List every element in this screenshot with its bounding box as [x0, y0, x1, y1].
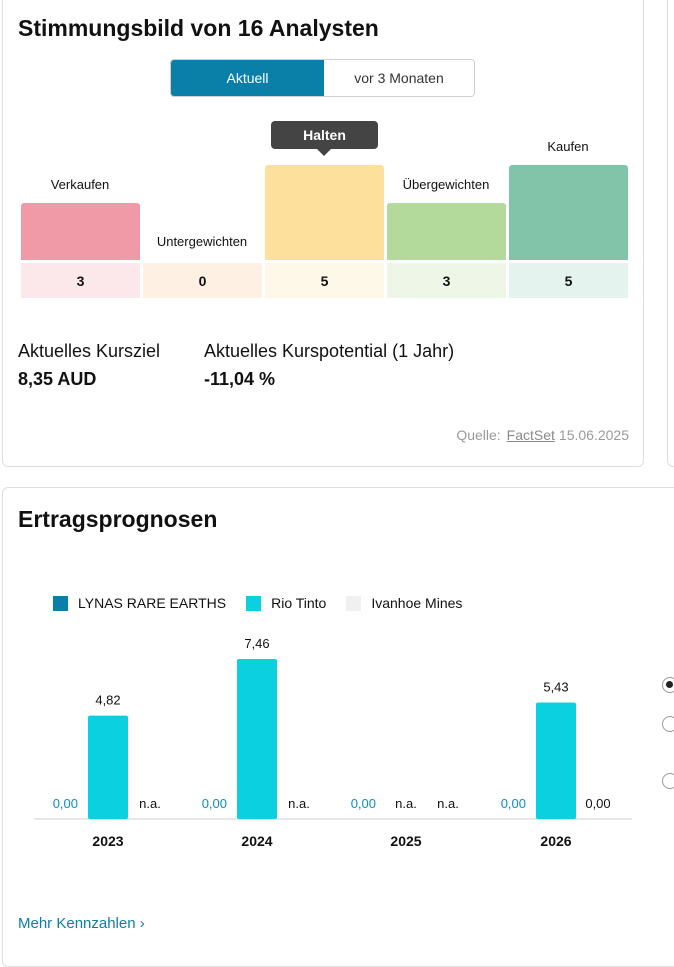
earnings-bar-chart: 0,00 4,82 n.a. 2023 0,00 7,46 n.a. 2024 0,00 n.a.… — [34, 636, 632, 849]
bar-value-label: n.a. — [139, 796, 161, 811]
category-count-kaufen: 5 — [509, 263, 628, 298]
bar-value-label: 7,46 — [244, 636, 269, 651]
legend-item-lynas[interactable]: LYNAS RARE EARTHS — [53, 595, 226, 611]
kursziel-value: 8,35 AUD — [18, 369, 97, 389]
more-metrics-link[interactable]: Mehr Kennzahlen › — [18, 915, 145, 932]
legend-swatch-rio-tinto — [246, 595, 262, 611]
radio-option-2[interactable] — [662, 716, 674, 732]
legend-label-lynas: LYNAS RARE EARTHS — [78, 595, 227, 611]
tab-aktuell[interactable]: Aktuell — [171, 60, 324, 96]
factset-link[interactable]: FactSet — [506, 427, 555, 443]
x-tick-label: 2026 — [540, 833, 571, 849]
kurspotential-value: -11,04 % — [204, 369, 276, 389]
x-tick-label: 2023 — [92, 833, 123, 849]
bar-value-label: n.a. — [437, 796, 459, 811]
category-count-untergewichten: 0 — [143, 263, 262, 298]
category-label-verkaufen: Verkaufen — [50, 177, 110, 192]
adjacent-card-edge — [667, 0, 674, 467]
sentiment-bar-kaufen[interactable] — [509, 165, 628, 260]
sentiment-bar-uebergewichten[interactable] — [387, 203, 506, 260]
bar-value-label: 5,43 — [543, 680, 568, 695]
bar-value-label: 0,00 — [501, 796, 526, 811]
source-note: Quelle: FactSet 15.06.2025 — [456, 427, 629, 443]
legend-label-rio-tinto: Rio Tinto — [271, 595, 327, 611]
sentiment-bar-verkaufen[interactable] — [21, 203, 140, 260]
bar-value-label: 0,00 — [53, 796, 78, 811]
source-prefix: Quelle: — [456, 427, 501, 443]
kursziel-label: Aktuelles Kursziel — [18, 341, 161, 361]
bar-1-2024 — [237, 659, 277, 819]
category-label-uebergewichten: Übergewichten — [402, 177, 490, 192]
chart-legend: LYNAS RARE EARTHS Rio Tinto Ivanhoe Mine… — [53, 595, 482, 611]
category-count-uebergewichten: 3 — [387, 263, 506, 298]
legend-label-ivanhoe: Ivanhoe Mines — [371, 595, 463, 611]
legend-item-ivanhoe[interactable]: Ivanhoe Mines — [346, 595, 462, 611]
radio-option-3[interactable] — [662, 773, 674, 789]
bar-value-label: n.a. — [395, 796, 417, 811]
bar-value-label: 0,00 — [585, 796, 610, 811]
kurspotential-label: Aktuelles Kurspotential (1 Jahr) — [204, 341, 455, 361]
category-label-kaufen: Kaufen — [547, 139, 589, 154]
legend-item-rio-tinto[interactable]: Rio Tinto — [246, 595, 326, 611]
category-count-halten: 5 — [265, 263, 384, 298]
bar-1-2023 — [88, 715, 128, 819]
legend-swatch-ivanhoe — [346, 595, 362, 611]
sentiment-title: Stimmungsbild von 16 Analysten — [18, 15, 379, 41]
bar-1-2026 — [536, 702, 576, 819]
bar-value-label: 4,82 — [95, 693, 120, 708]
sentiment-bar-halten[interactable] — [265, 165, 384, 260]
x-tick-label: 2024 — [241, 833, 272, 849]
bar-value-label: 0,00 — [202, 796, 227, 811]
more-metrics-label: Mehr Kennzahlen — [18, 915, 136, 932]
category-label-untergewichten: Untergewichten — [156, 234, 248, 249]
halten-tooltip: Halten — [271, 121, 378, 156]
earnings-title: Ertragsprognosen — [18, 506, 218, 532]
x-tick-label: 2025 — [390, 833, 421, 849]
source-date: 15.06.2025 — [558, 427, 629, 443]
radio-option-1[interactable] — [662, 677, 674, 693]
bar-value-label: 0,00 — [351, 796, 376, 811]
legend-swatch-lynas — [53, 595, 68, 611]
chevron-right-icon: › — [139, 915, 145, 932]
category-count-verkaufen: 3 — [21, 263, 140, 298]
tab-vor-3-monaten[interactable]: vor 3 Monaten — [324, 60, 474, 96]
bar-value-label: n.a. — [288, 796, 310, 811]
timeframe-tabs: Aktuell vor 3 Monaten — [170, 59, 475, 97]
